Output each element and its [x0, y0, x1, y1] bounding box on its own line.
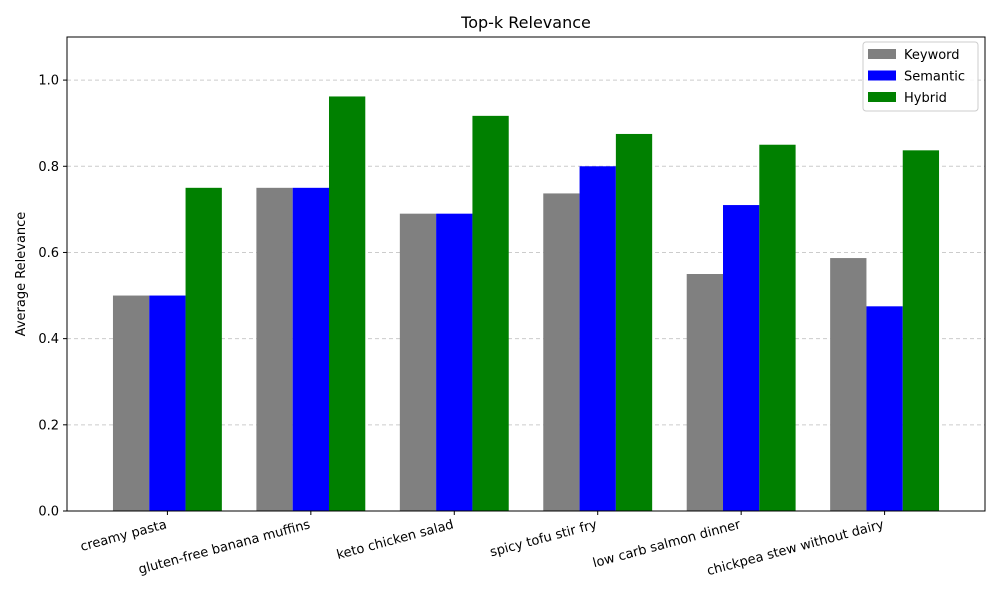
legend-swatch-hybrid — [868, 92, 896, 102]
legend: Keyword Semantic Hybrid — [862, 41, 979, 112]
legend-label-hybrid: Hybrid — [904, 91, 947, 106]
y-tick-label: 0.4 — [38, 332, 59, 347]
x-tick-label: spicy tofu stir fry — [488, 517, 599, 560]
y-axis-ticks: 0.0 0.2 0.4 0.6 0.8 1.0 — [38, 74, 67, 520]
bar-semantic — [866, 306, 903, 511]
y-tick-label: 1.0 — [38, 74, 59, 89]
bar-semantic — [579, 166, 616, 512]
chart-title: Top-k Relevance — [460, 13, 591, 32]
legend-swatch-keyword — [868, 49, 896, 59]
bar-hybrid — [759, 144, 796, 511]
bar-keyword — [543, 193, 580, 512]
bar-keyword — [112, 295, 150, 511]
bar-semantic — [723, 205, 760, 511]
y-tick-label: 0.8 — [38, 160, 59, 175]
y-tick-label: 0.6 — [38, 246, 59, 261]
legend-swatch-semantic — [868, 70, 896, 81]
plot-frame — [66, 36, 986, 512]
legend-label-keyword: Keyword — [904, 48, 960, 63]
bar-hybrid — [902, 150, 940, 511]
bar-semantic — [436, 213, 473, 511]
bar-keyword — [399, 213, 437, 511]
bar-keyword — [686, 274, 724, 511]
x-tick-label: keto chicken salad — [335, 517, 455, 563]
bar-hybrid — [615, 133, 653, 512]
bar-hybrid — [185, 187, 222, 511]
bar-hybrid — [328, 96, 366, 511]
bar-semantic — [149, 295, 186, 511]
bar-hybrid — [472, 115, 509, 512]
y-tick-label: 0.0 — [38, 505, 59, 520]
x-tick-label: creamy pasta — [79, 517, 169, 554]
bars — [112, 96, 940, 512]
legend-label-semantic: Semantic — [904, 70, 965, 85]
y-tick-label: 0.2 — [38, 418, 59, 433]
bar-semantic — [292, 187, 329, 511]
y-axis-title: Average Relevance — [14, 212, 29, 337]
bar-keyword — [256, 187, 293, 511]
bar-keyword — [830, 258, 867, 511]
